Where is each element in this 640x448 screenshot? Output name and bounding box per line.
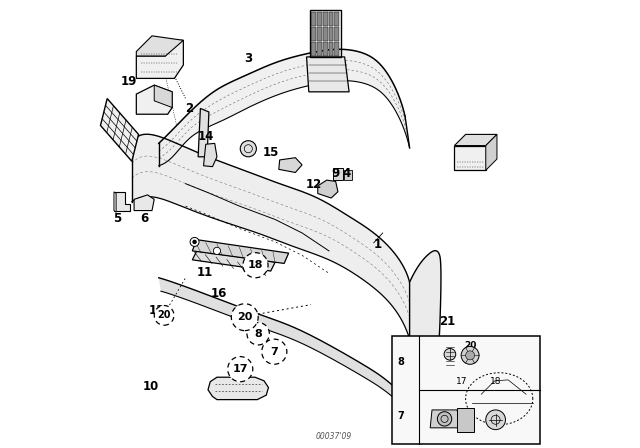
Polygon shape bbox=[114, 192, 130, 211]
Bar bbox=[323, 12, 328, 26]
Circle shape bbox=[240, 141, 257, 157]
Polygon shape bbox=[410, 251, 441, 386]
Text: 15: 15 bbox=[262, 146, 279, 159]
Text: 7: 7 bbox=[397, 410, 404, 421]
Bar bbox=[311, 27, 316, 41]
Bar bbox=[334, 27, 339, 41]
Text: 4: 4 bbox=[343, 167, 351, 181]
Polygon shape bbox=[317, 180, 338, 198]
Circle shape bbox=[262, 339, 287, 364]
Circle shape bbox=[190, 237, 199, 246]
Circle shape bbox=[444, 349, 456, 360]
Bar bbox=[344, 170, 352, 180]
Bar bbox=[317, 12, 322, 26]
Circle shape bbox=[247, 323, 269, 345]
Circle shape bbox=[192, 240, 197, 244]
Text: 21: 21 bbox=[438, 315, 455, 328]
Text: 16: 16 bbox=[211, 287, 227, 300]
Text: 5: 5 bbox=[113, 212, 122, 225]
Bar bbox=[311, 12, 316, 26]
Polygon shape bbox=[136, 36, 184, 56]
Bar bbox=[323, 27, 328, 41]
Text: 7: 7 bbox=[271, 347, 278, 357]
Text: 20: 20 bbox=[464, 341, 476, 350]
Circle shape bbox=[486, 410, 506, 430]
Circle shape bbox=[154, 306, 174, 325]
Polygon shape bbox=[192, 240, 289, 263]
Polygon shape bbox=[136, 85, 172, 114]
Bar bbox=[392, 336, 540, 444]
Bar bbox=[317, 42, 322, 56]
Bar bbox=[334, 12, 339, 26]
Text: 14: 14 bbox=[198, 130, 214, 143]
Text: 8: 8 bbox=[397, 357, 404, 367]
Text: 3: 3 bbox=[244, 52, 252, 65]
Polygon shape bbox=[132, 134, 414, 358]
Text: 10: 10 bbox=[143, 379, 159, 393]
Circle shape bbox=[465, 351, 475, 360]
Bar bbox=[317, 27, 322, 41]
Polygon shape bbox=[430, 410, 460, 428]
Circle shape bbox=[228, 357, 253, 382]
Polygon shape bbox=[208, 377, 269, 400]
Text: 18: 18 bbox=[490, 377, 501, 386]
Bar bbox=[311, 42, 316, 56]
Polygon shape bbox=[154, 85, 172, 108]
Text: 19: 19 bbox=[121, 75, 138, 88]
Circle shape bbox=[213, 247, 221, 254]
Bar bbox=[334, 42, 339, 56]
Text: 17: 17 bbox=[232, 364, 248, 374]
Text: 13: 13 bbox=[148, 303, 164, 317]
Text: 18: 18 bbox=[248, 260, 263, 270]
Circle shape bbox=[437, 412, 452, 426]
Bar bbox=[333, 168, 343, 180]
Polygon shape bbox=[198, 108, 209, 157]
Polygon shape bbox=[114, 192, 116, 212]
Circle shape bbox=[461, 346, 479, 364]
Bar bbox=[310, 10, 341, 57]
Bar bbox=[457, 408, 474, 432]
Polygon shape bbox=[454, 146, 486, 170]
Text: 2: 2 bbox=[185, 102, 193, 115]
Text: 00037'09: 00037'09 bbox=[316, 432, 351, 441]
Text: 9: 9 bbox=[332, 167, 340, 181]
Polygon shape bbox=[159, 278, 430, 439]
Text: 20: 20 bbox=[157, 310, 171, 320]
Polygon shape bbox=[204, 143, 217, 167]
Polygon shape bbox=[307, 57, 349, 92]
Bar bbox=[328, 12, 333, 26]
Polygon shape bbox=[486, 134, 497, 170]
Bar bbox=[323, 42, 328, 56]
Bar bbox=[328, 42, 333, 56]
Polygon shape bbox=[192, 251, 275, 271]
Text: 1: 1 bbox=[374, 238, 382, 251]
Text: 17: 17 bbox=[456, 377, 468, 386]
Polygon shape bbox=[454, 134, 497, 146]
Polygon shape bbox=[134, 195, 154, 211]
Polygon shape bbox=[100, 99, 139, 161]
Polygon shape bbox=[159, 49, 410, 166]
Circle shape bbox=[231, 304, 258, 331]
Text: 11: 11 bbox=[196, 266, 212, 279]
Bar bbox=[328, 27, 333, 41]
Polygon shape bbox=[279, 158, 302, 172]
Text: 6: 6 bbox=[140, 212, 148, 225]
Text: 20: 20 bbox=[237, 312, 252, 322]
Text: 8: 8 bbox=[254, 329, 262, 339]
Polygon shape bbox=[136, 40, 184, 78]
Circle shape bbox=[243, 253, 268, 278]
Text: 12: 12 bbox=[306, 178, 323, 191]
